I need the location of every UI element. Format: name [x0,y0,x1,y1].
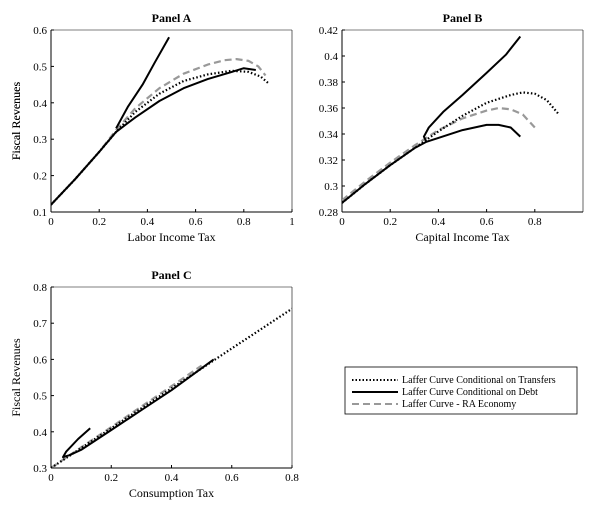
x-tick-label: 0.4 [141,216,155,228]
series-solid-line-1 [51,67,256,206]
legend-label-ra: Laffer Curve - RA Economy [402,399,516,410]
panel-1: 0 0.2 0.4 0.6 0.8 1 0.1 0.2 0.3 0.4 0.5 0.6 Panel A L… [9,11,295,244]
y-axis-label: Fiscal Revenues [9,82,23,161]
x-axis-label: Capital Income Tax [415,230,509,244]
y-axis-label: Fiscal Revenues [9,82,23,161]
y-tick-label: 0.7 [33,318,47,330]
x-tick-label: 0.6 [225,472,239,484]
series-dashed-line [342,106,536,202]
x-tick-label: 0.8 [237,216,251,228]
y-tick-label: 0.2 [33,171,47,183]
y-tick-label: 0.36 [319,103,339,115]
y-tick-label: 0.6 [33,354,47,366]
x-tick-label: 0.4 [432,216,446,228]
y-tick-label: 0.34 [319,129,339,141]
y-tick-label: 0.1 [33,207,47,219]
y-tick-label: 0.5 [33,391,47,403]
x-tick-label: 0.8 [528,216,542,228]
legend-label-transfers: Laffer Curve Conditional on Transfers [402,375,556,386]
y-tick-label: 0.3 [33,134,47,146]
panels: 0 0.2 0.4 0.6 0.8 1 0.1 0.2 0.3 0.4 0.5 0.6 Panel A L… [9,11,584,500]
x-tick-label: 0.2 [92,216,106,228]
x-tick-label: 0.4 [165,472,179,484]
x-tick-label: 0.6 [480,216,494,228]
panel-3: 0 0.2 0.4 0.6 0.8 0.3 0.4 0.5 0.6 0.7 0.8 Panel C Co… [9,268,299,500]
y-tick-label: 0.3 [324,181,338,193]
x-axis-label: Consumption Tax [129,486,214,500]
series-dotted-line [342,91,560,204]
x-tick-label: 0.8 [285,472,299,484]
y-tick-label: 0.38 [319,77,339,89]
series-dotted-line [51,69,269,206]
y-tick-label: 0.42 [319,25,338,37]
y-tick-label: 0.4 [324,51,338,63]
x-axis-label: Labor Income Tax [127,230,215,244]
legend-box [344,366,578,415]
y-tick-label: 0.8 [33,282,47,294]
y-axis-label: Fiscal Revenues [9,338,23,417]
x-tick-label: 0.2 [383,216,397,228]
y-tick-label: 0.4 [33,98,47,110]
panel-title: Panel A [152,11,192,25]
y-tick-label: 0.32 [319,155,338,167]
x-tick-label: 0.6 [189,216,203,228]
y-tick-label: 0.4 [33,427,47,439]
series-solid-line-2 [115,36,170,129]
legend: Laffer Curve Conditional on Transfers La… [344,366,578,415]
panel-title: Panel C [151,268,191,282]
y-tick-label: 0.5 [33,61,47,73]
x-tick-label: 1 [289,216,295,228]
series-dashed-line [51,364,203,468]
panel-2: 0 0.2 0.4 0.6 0.80.280.30.320.340.360.380.40… [9,11,584,244]
legend-label-debt: Laffer Curve Conditional on Debt [402,387,538,398]
x-tick-label: 0 [339,216,345,228]
y-tick-label: 0.28 [319,207,339,219]
x-tick-label: 0 [48,472,54,484]
y-tick-label: 0.3 [33,463,47,475]
series-solid-line-2 [422,35,522,143]
x-tick-label: 0.2 [104,472,118,484]
y-tick-label: 0.6 [33,25,47,37]
series-solid-line [62,358,215,459]
series-dotted-line [51,307,292,468]
series-solid-line-1 [342,123,521,204]
x-tick-label: 0 [48,216,54,228]
panel-title: Panel B [443,11,483,25]
series-dashed-line [51,58,267,206]
